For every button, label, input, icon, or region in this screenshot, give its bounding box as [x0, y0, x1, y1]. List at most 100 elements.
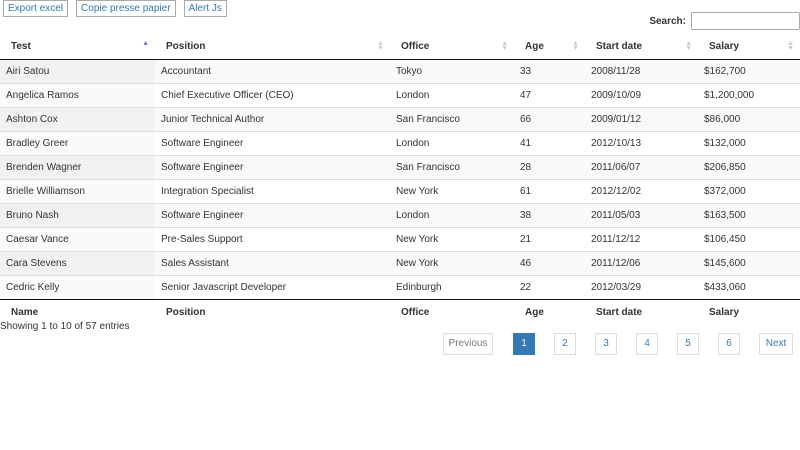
table-cell: 2009/01/12 [585, 107, 698, 132]
column-footer: Start date [585, 299, 698, 324]
table-row[interactable]: Bruno Nash Software Engineer London 38 2011/… [0, 203, 800, 228]
table-cell: London [390, 83, 514, 108]
table-cell: $162,700 [704, 66, 746, 77]
next-button[interactable]: Next [759, 333, 793, 355]
table-info: Showing 1 to 10 of 57 entries [0, 321, 130, 332]
column-header[interactable]: Age ▲ ▼ [514, 33, 585, 60]
column-footer: Salary [698, 299, 800, 324]
table-cell: $372,000 [698, 179, 800, 204]
column-footer: Name [0, 299, 155, 324]
table-cell: Cara Stevens [0, 251, 155, 276]
table-cell: New York [390, 227, 514, 252]
table-cell: 28 [514, 155, 585, 180]
sort-icon: ▲ ▼ [685, 40, 692, 52]
table-cell: Junior Technical Author [155, 107, 390, 132]
column-header[interactable]: Salary ▲ ▼ [698, 33, 800, 60]
table-cell: $1,200,000 [698, 83, 800, 108]
table-row[interactable]: Angelica Ramos Chief Executive Officer (C… [0, 83, 800, 108]
table-cell: 2012/12/02 [585, 179, 698, 204]
table-cell: San Francisco [390, 155, 514, 180]
column-footer: Age [514, 299, 585, 324]
column-header-label: Test [11, 40, 31, 52]
table-cell: Software Engineer [155, 203, 390, 228]
table-cell: Integration Specialist [155, 179, 390, 204]
table-cell: $163,500 [698, 203, 800, 228]
table-cell: $86,000 [698, 107, 800, 132]
table-cell: $145,600 [698, 251, 800, 276]
table-cell: Edinburgh [390, 275, 514, 300]
table-cell: 22 [514, 275, 585, 300]
table-cell: London [390, 131, 514, 156]
table-cell: 47 [514, 83, 585, 108]
table-row[interactable]: Airi Satou Accountant Tokyo 33 2008/11/28 $16… [0, 59, 800, 84]
alert-js-button[interactable]: Alert Js [183, 0, 227, 17]
copy-clipboard-button[interactable]: Copie presse papier [76, 0, 176, 17]
table-row[interactable]: Brenden Wagner Software Engineer San Franc… [0, 155, 800, 180]
table-cell: Ashton Cox [0, 107, 155, 132]
table-cell: 21 [514, 227, 585, 252]
table-cell: $206,850 [698, 155, 800, 180]
table-cell: Software Engineer [155, 155, 390, 180]
table-cell: Angelica Ramos [0, 83, 155, 108]
sort-icon: ▲ ▼ [787, 40, 794, 52]
column-footer: Position [155, 299, 390, 324]
page-3-button[interactable]: 3 [595, 333, 617, 355]
table-cell: Brielle Williamson [0, 179, 155, 204]
data-table: Test ▲ Position ▲ ▼ Office ▲ ▼ Age ▲ ▼ Start date ▲ ▼… [0, 33, 800, 324]
table-cell: 46 [514, 251, 585, 276]
table-cell: 2011/05/03 [585, 203, 698, 228]
table-row[interactable]: Caesar Vance Pre-Sales Support New York 21 2… [0, 227, 800, 252]
table-cell: Senior Javascript Developer [155, 275, 390, 300]
page-1-button[interactable]: 1 [513, 333, 535, 355]
page-2-button[interactable]: 2 [554, 333, 576, 355]
column-header-label: Office [401, 40, 430, 52]
table-cell: San Francisco [390, 107, 514, 132]
table-cell: 33 [520, 66, 532, 77]
column-header-label: Position [166, 40, 206, 52]
table-cell: Chief Executive Officer (CEO) [155, 83, 390, 108]
page-5-button[interactable]: 5 [677, 333, 699, 355]
previous-button[interactable]: Previous [443, 333, 493, 355]
table-cell: 2011/12/06 [585, 251, 698, 276]
table-cell: Cedric Kelly [0, 275, 155, 300]
table-cell: Pre-Sales Support [155, 227, 390, 252]
table-cell: Airi Satou [0, 59, 155, 84]
table-cell: 2008/11/28 [591, 66, 641, 77]
export-buttons: Export excel Copie presse papier Alert J… [3, 0, 227, 17]
table-row[interactable]: Brielle Williamson Integration Specialist… [0, 179, 800, 204]
table-row[interactable]: Bradley Greer Software Engineer London 41 20… [0, 131, 800, 156]
column-header-label: Salary [709, 40, 740, 52]
table-cell: $106,450 [698, 227, 800, 252]
table-cell: $132,000 [698, 131, 800, 156]
table-cell: Bradley Greer [0, 131, 155, 156]
table-row[interactable]: Cara Stevens Sales Assistant New York 46 201… [0, 251, 800, 276]
column-header[interactable]: Start date ▲ ▼ [585, 33, 698, 60]
table-cell: 2011/06/07 [585, 155, 698, 180]
column-header-label: Start date [596, 40, 643, 52]
export-excel-button[interactable]: Export excel [3, 0, 69, 17]
table-cell: Brenden Wagner [0, 155, 155, 180]
table-row[interactable]: Ashton Cox Junior Technical Author San Fra… [0, 107, 800, 132]
page-4-button[interactable]: 4 [636, 333, 658, 355]
table-cell: New York [390, 179, 514, 204]
table-cell: 61 [514, 179, 585, 204]
table-cell: 41 [514, 131, 585, 156]
table-cell: Bruno Nash [0, 203, 155, 228]
column-header[interactable]: Office ▲ ▼ [390, 33, 514, 60]
column-footer: Office [390, 299, 514, 324]
table-cell: Software Engineer [155, 131, 390, 156]
page-6-button[interactable]: 6 [718, 333, 740, 355]
search-input[interactable] [691, 12, 800, 30]
column-header-label: Age [525, 40, 544, 52]
search-label: Search: [649, 15, 686, 27]
table-cell: 2009/10/09 [585, 83, 698, 108]
search-box: Search: [649, 12, 800, 30]
table-cell: $433,060 [698, 275, 800, 300]
sort-icon: ▲ ▼ [377, 40, 384, 52]
column-header[interactable]: Test ▲ [0, 33, 155, 60]
table-row[interactable]: Cedric Kelly Senior Javascript Developer E… [0, 275, 800, 300]
sort-icon: ▲ ▼ [501, 40, 508, 52]
column-header[interactable]: Position ▲ ▼ [155, 33, 390, 60]
table-cell: 66 [514, 107, 585, 132]
